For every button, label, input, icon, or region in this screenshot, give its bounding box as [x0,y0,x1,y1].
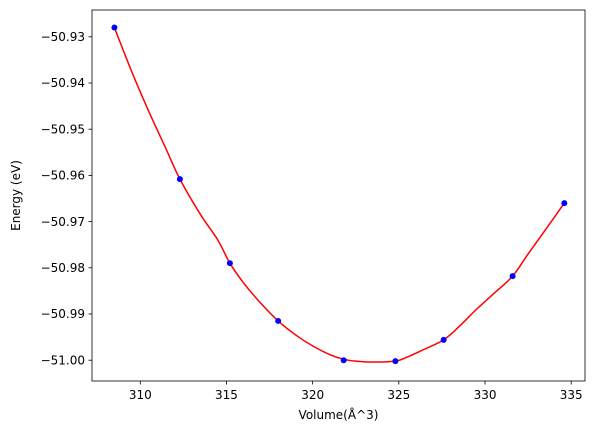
y-tick-label: −50.99 [41,307,85,321]
axes-frame [91,9,586,382]
data-point [392,358,399,365]
y-tick-label: −51.00 [41,353,85,367]
fit-curve-line [113,27,565,363]
x-axis-label: Volume(Å^3) [299,407,379,422]
y-tick-label: −50.93 [41,30,85,44]
x-tick-label: 320 [301,388,324,402]
y-tick-label: −50.96 [41,169,85,183]
x-tick-label: 330 [474,388,497,402]
x-tick-label: 310 [129,388,152,402]
data-point [275,317,282,324]
data-point [561,200,568,207]
y-tick-label: −50.95 [41,122,85,136]
data-point [176,176,183,183]
plot-area [111,24,568,365]
data-point [440,336,447,343]
x-tick-label: 335 [560,388,583,402]
data-point [509,273,516,280]
data-point [340,357,347,364]
x-axis: 310 315 320 325 330 335 [129,381,583,402]
x-tick-label: 325 [387,388,410,402]
y-tick-label: −50.94 [41,76,85,90]
data-point [226,260,233,267]
y-tick-label: −50.98 [41,261,85,275]
data-point [111,24,118,31]
y-axis: −50.93 −50.94 −50.95 −50.96 −50.97 −50.98 −50.… [41,30,92,367]
x-tick-label: 315 [215,388,238,402]
y-tick-label: −50.97 [41,215,85,229]
y-axis-label: Energy (eV) [9,160,23,231]
